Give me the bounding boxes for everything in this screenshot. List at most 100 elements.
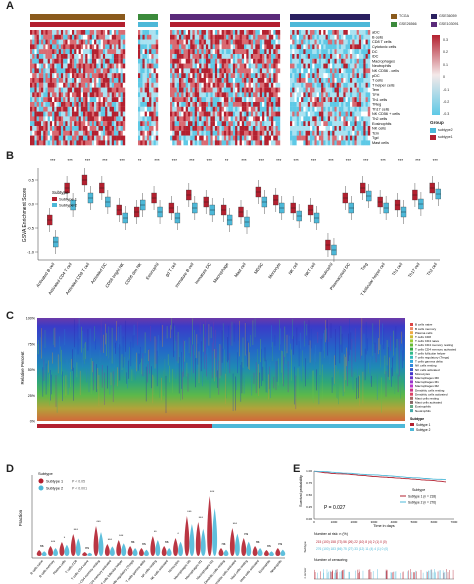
heatmap-cell: [266, 106, 269, 112]
heatmap-cell: [361, 140, 364, 146]
significance-mark: ***: [187, 510, 192, 514]
heatmap-cell: [330, 82, 333, 88]
heatmap-cell: [361, 135, 364, 141]
heatmap-cell: [235, 126, 238, 131]
heatmap-cell: [174, 68, 177, 74]
heatmap-cell: [190, 102, 193, 107]
heatmap-cell: [323, 121, 326, 127]
heatmap-cell: [94, 102, 97, 107]
stacked-bar-stripe: [67, 367, 69, 395]
heatmap-cell: [248, 30, 252, 35]
heatmap-cell: [314, 54, 317, 59]
heatmap-cell: [181, 63, 184, 69]
heatmap-cell: [208, 121, 211, 127]
legend-swatch: [410, 364, 413, 367]
heatmap-cell: [307, 73, 311, 79]
heatmap-cell: [71, 34, 75, 40]
colorbar-ticks: 0.3 0.2 0.1 0 -0.1 -0.2 -0.3: [443, 34, 449, 121]
heatmap-cell: [255, 49, 258, 55]
stacked-bar-stripe: [208, 324, 210, 346]
heatmap-cell: [122, 87, 126, 93]
stacked-bar-stripe: [249, 352, 250, 371]
heatmap-cell: [52, 44, 55, 50]
x-tick-label: 2000: [351, 520, 358, 524]
heatmap-cell: [210, 44, 213, 50]
heatmap-cell: [32, 39, 35, 45]
heatmap-cell: [56, 121, 59, 127]
stacked-bar-stripe: [149, 348, 150, 374]
heatmap-cell: [210, 135, 213, 141]
heatmap-cell: [361, 102, 364, 107]
heatmap-cell: [74, 34, 77, 40]
heatmap-cell: [244, 78, 247, 83]
heatmap-cell: [219, 44, 222, 50]
heatmap-cell: [356, 58, 360, 64]
colorbar-tick: 0: [443, 75, 445, 80]
heatmap-cell: [80, 87, 84, 93]
heatmap-cell: [32, 97, 35, 103]
heatmap-cell: [232, 116, 236, 122]
heatmap-cell: [330, 44, 333, 50]
legend-swatch: [410, 327, 413, 331]
heatmap-cell: [30, 78, 33, 83]
heatmap-cell: [196, 49, 200, 55]
heatmap-cell: [250, 135, 254, 141]
heatmap-cell: [294, 44, 297, 50]
heatmap-cell: [170, 39, 173, 45]
heatmap-cell: [149, 87, 152, 93]
heatmap-cell: [314, 30, 317, 35]
heatmap-cell: [98, 140, 101, 146]
heatmap-cell: [334, 44, 337, 50]
stacked-bar-stripe: [182, 371, 183, 400]
heatmap-cell: [356, 82, 360, 88]
heatmap-cell: [98, 34, 101, 40]
stacked-bar-stripe: [286, 334, 288, 354]
heatmap-cell: [138, 82, 141, 88]
heatmap-cell: [325, 82, 328, 88]
heatmap-cell: [32, 63, 35, 69]
heatmap-cell: [223, 34, 227, 40]
heatmap-cell: [94, 44, 97, 50]
heatmap-cell: [49, 135, 53, 141]
heatmap-cell: [140, 58, 143, 64]
heatmap-cell: [323, 82, 326, 88]
heatmap-cell: [212, 92, 216, 98]
heatmap-cell: [239, 111, 243, 117]
heatmap-cell: [178, 68, 182, 74]
heatmap-cell: [185, 34, 189, 40]
heatmap-cell: [365, 106, 368, 112]
heatmap-cell: [296, 54, 300, 59]
heatmap-cell: [78, 58, 82, 64]
heatmap-cell: [232, 92, 236, 98]
stacked-bar-stripe: [217, 370, 218, 388]
heatmap-cell: [232, 130, 236, 136]
stacked-bar-stripe: [248, 342, 249, 369]
stacked-bar-stripe: [66, 359, 68, 371]
heatmap-cell: [298, 135, 302, 141]
heatmap-cell: [303, 97, 306, 103]
heatmap-cell: [56, 111, 59, 117]
heatmap-cell: [219, 135, 222, 141]
heatmap-cell: [228, 87, 231, 93]
heatmap-cell: [237, 106, 240, 112]
heatmap-cell: [248, 140, 252, 146]
heatmap-cell: [217, 73, 220, 79]
legend-label: T cells follicular helper: [415, 351, 446, 355]
heatmap-cell: [45, 34, 48, 40]
legend-swatch: [410, 388, 413, 392]
heatmap-cell: [255, 106, 258, 112]
heatmap-cell: [43, 135, 46, 141]
heatmap-cell: [318, 111, 322, 117]
violin: [241, 538, 247, 556]
heatmap-cell: [305, 130, 308, 136]
heatmap-cell: [314, 68, 317, 74]
significance-mark: ns: [131, 540, 135, 544]
heatmap-cell: [47, 49, 51, 55]
heatmap-cell: [45, 73, 48, 79]
heatmap-cell: [113, 39, 117, 45]
heatmap-cell: [178, 30, 182, 35]
heatmap-cell: [172, 87, 175, 93]
heatmap-cell: [354, 58, 357, 64]
heatmap-cell: [253, 92, 256, 98]
